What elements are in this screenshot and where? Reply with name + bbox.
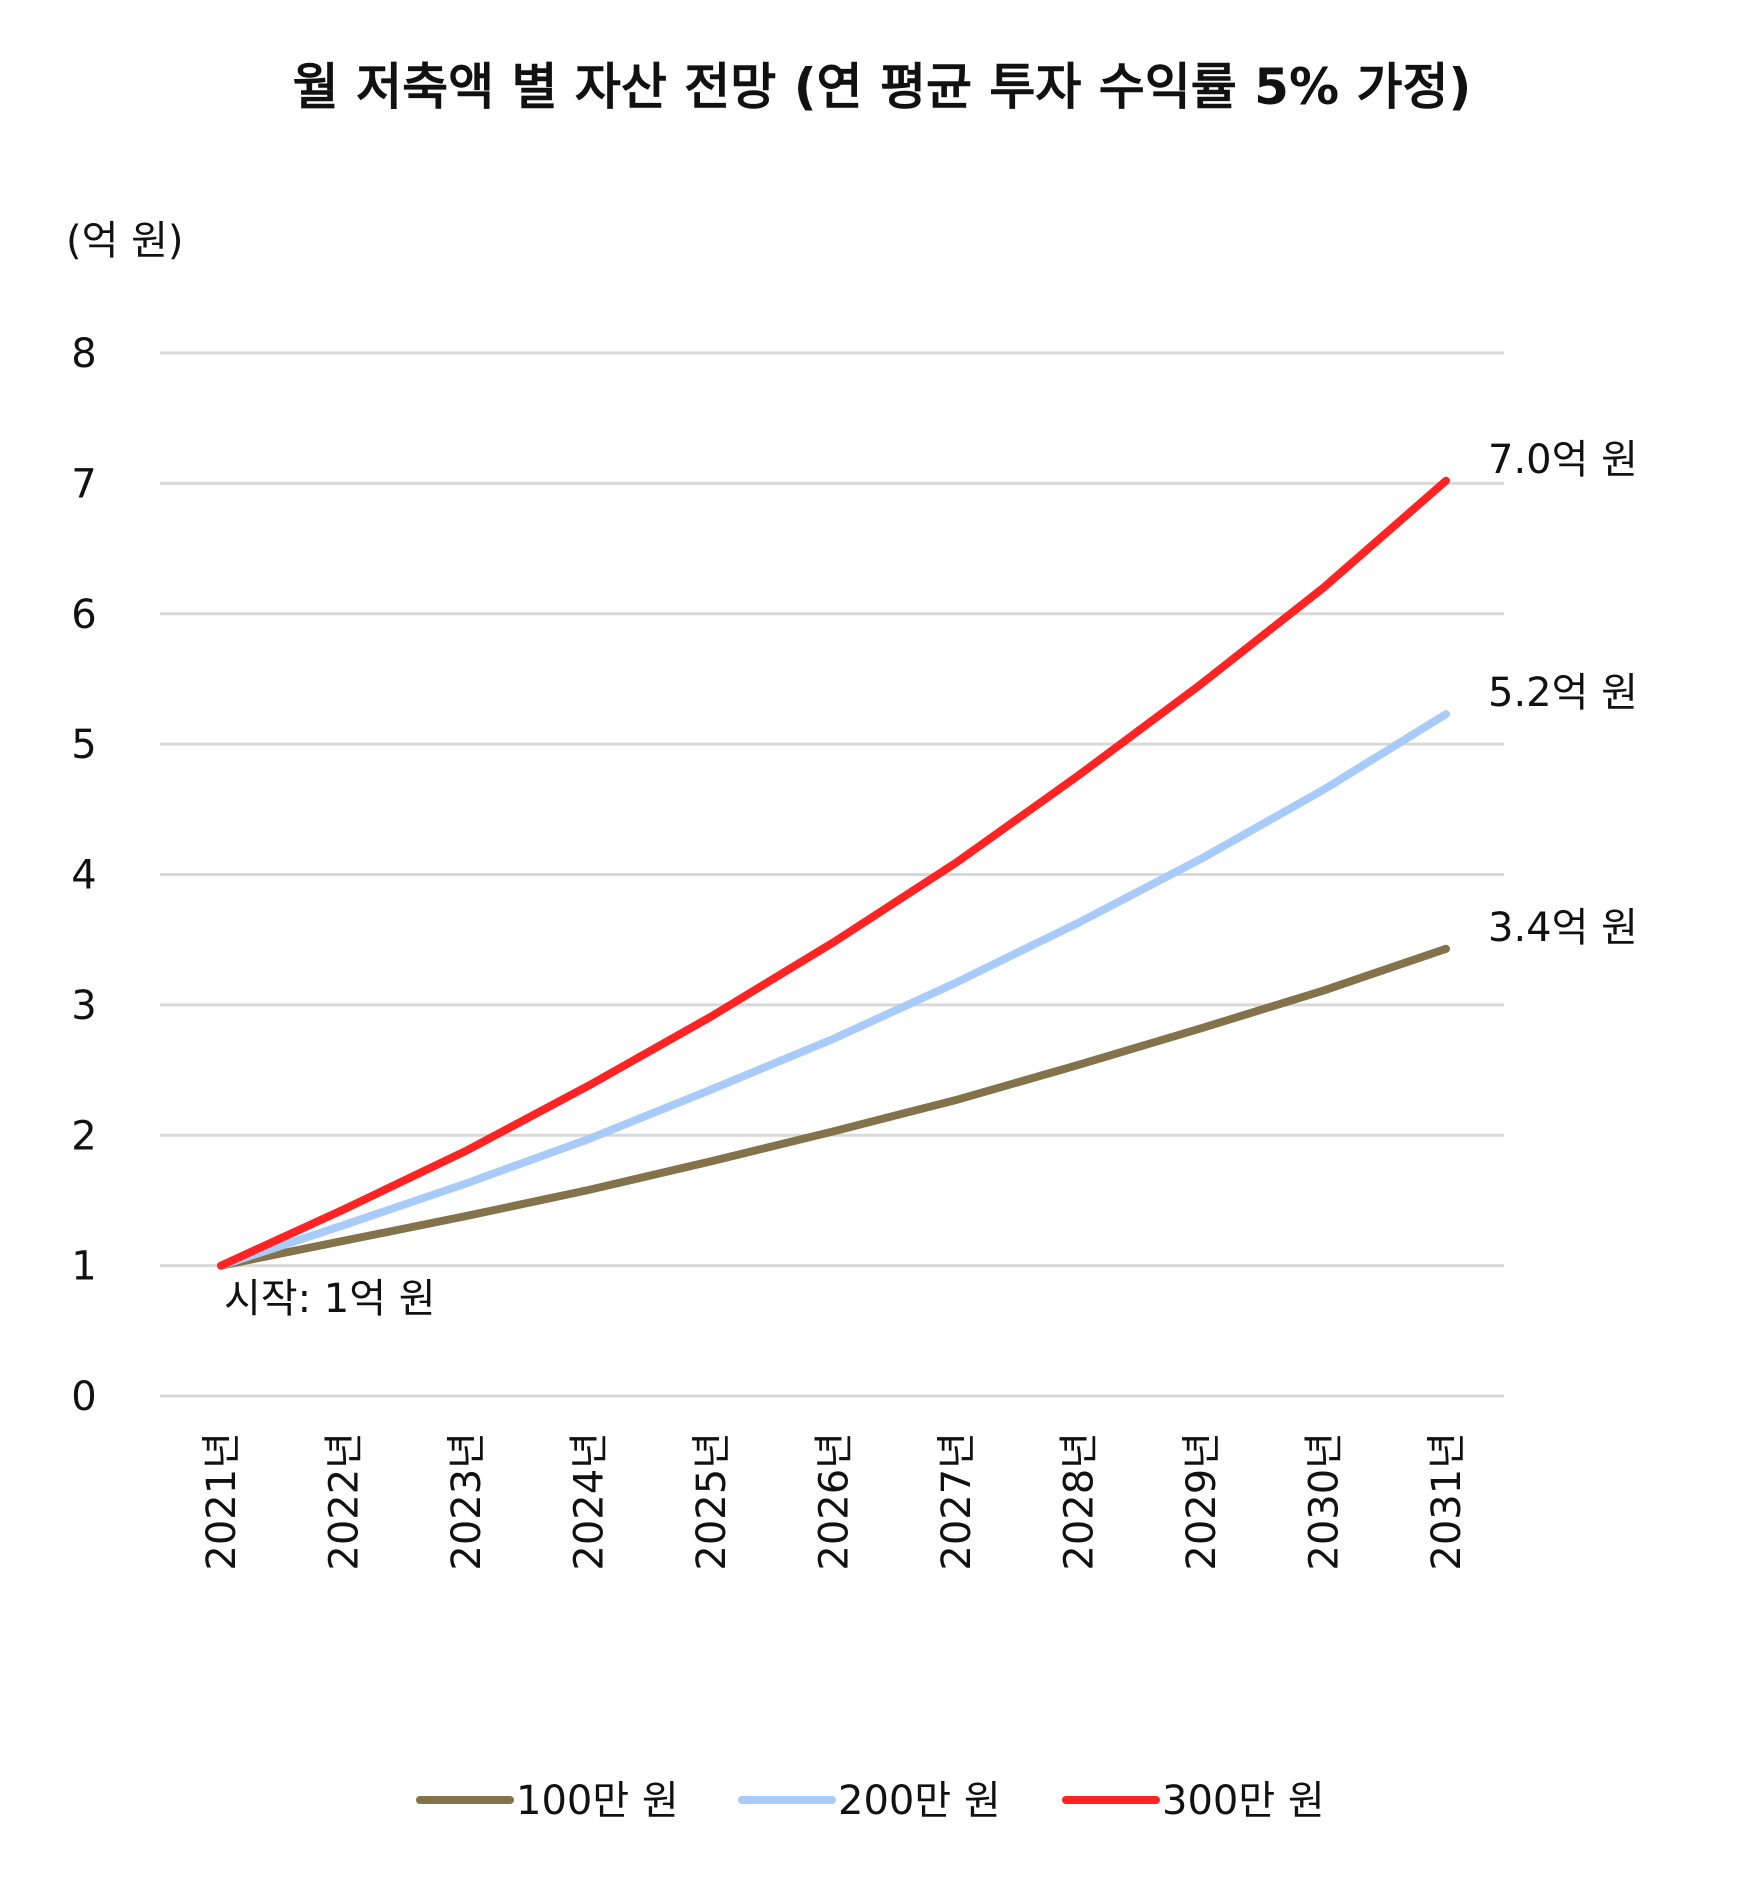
x-tick-label: 2026년 xyxy=(812,1432,858,1571)
gridlines xyxy=(160,351,1504,1398)
x-tick-label: 2024년 xyxy=(567,1432,613,1571)
end-labels: 3.4억 원 5.2억 원 7.0억 원 xyxy=(1488,437,1638,951)
y-tick-label: 8 xyxy=(71,331,96,377)
y-tick-labels: 0 1 2 3 4 5 6 7 8 xyxy=(71,331,96,1420)
start-annotation: 시작: 1억 원 xyxy=(224,1276,436,1322)
legend-label: 300만 원 xyxy=(1162,1778,1325,1824)
y-tick-label: 0 xyxy=(71,1374,96,1420)
y-tick-label: 3 xyxy=(71,983,96,1029)
series-line-2 xyxy=(217,710,1450,1270)
x-tick-labels: 2021년 2022년 2023년 2024년 2025년 2026년 2027년 2028년… xyxy=(199,1432,1470,1571)
y-tick-label: 1 xyxy=(71,1244,96,1290)
legend-label: 100만 원 xyxy=(516,1778,679,1824)
series-lines xyxy=(217,476,1450,1270)
x-tick-label: 2023년 xyxy=(444,1432,490,1571)
x-tick-label: 2029년 xyxy=(1179,1432,1225,1571)
series-line-3 xyxy=(217,476,1450,1270)
chart-title: 월 저축액 별 자산 전망 (연 평균 투자 수익률 5% 가정) xyxy=(293,58,1472,116)
x-tick-label: 2030년 xyxy=(1302,1432,1348,1571)
y-tick-label: 2 xyxy=(71,1113,96,1159)
end-label: 3.4억 원 xyxy=(1488,905,1638,951)
end-label: 5.2억 원 xyxy=(1488,670,1638,716)
y-tick-label: 4 xyxy=(71,853,96,899)
y-tick-label: 6 xyxy=(71,592,96,638)
legend: 100만 원 200만 원 300만 원 xyxy=(416,1778,1325,1824)
x-tick-label: 2027년 xyxy=(934,1432,980,1571)
x-tick-label: 2028년 xyxy=(1057,1432,1103,1571)
x-tick-label: 2022년 xyxy=(322,1432,368,1571)
x-tick-label: 2025년 xyxy=(689,1432,735,1571)
legend-label: 200만 원 xyxy=(838,1778,1001,1824)
x-tick-label: 2021년 xyxy=(199,1432,245,1571)
y-tick-label: 5 xyxy=(71,722,96,768)
x-tick-label: 2031년 xyxy=(1424,1432,1470,1571)
end-label: 7.0억 원 xyxy=(1488,437,1638,483)
y-tick-label: 7 xyxy=(71,461,96,507)
y-axis-label: (억 원) xyxy=(66,218,184,264)
series-line-1 xyxy=(217,944,1450,1270)
